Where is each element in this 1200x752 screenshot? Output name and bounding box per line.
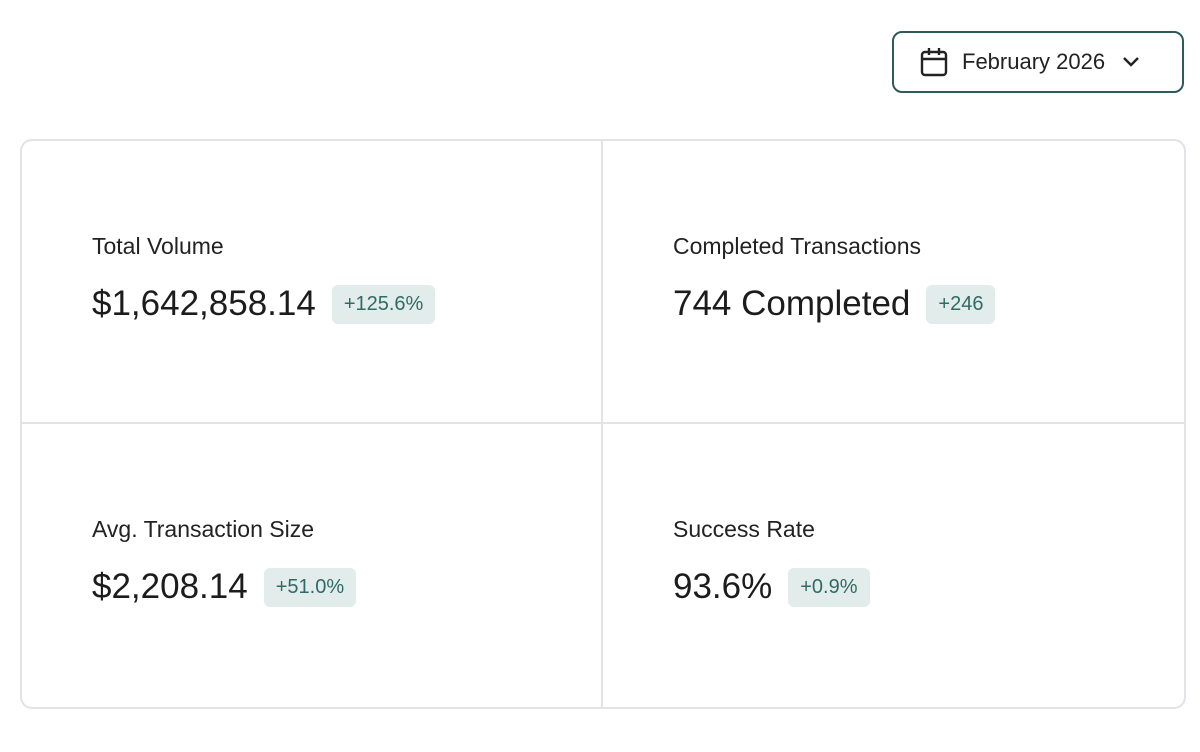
metric-label: Avg. Transaction Size [92, 516, 315, 542]
metric-card: Total Volume $1,642,858.14 +125.6% [22, 141, 603, 424]
metric-value: 93.6% [673, 567, 773, 606]
metric-label: Completed Transactions [673, 233, 922, 259]
change-badge: +125.6% [331, 284, 436, 324]
metric-value: $2,208.14 [92, 567, 248, 606]
metric-row: $1,642,858.14 +125.6% [92, 284, 601, 324]
calendar-icon [920, 48, 948, 77]
metric-row: $2,208.14 +51.0% [92, 567, 601, 607]
date-picker[interactable]: February 2026 [892, 31, 1184, 93]
change-badge: +0.9% [788, 567, 870, 607]
metric-card: Completed Transactions 744 Completed +246 [603, 141, 1184, 424]
change-badge: +51.0% [263, 567, 357, 607]
date-label: February 2026 [962, 49, 1106, 74]
metric-row: 93.6% +0.9% [673, 567, 1184, 607]
metric-label: Success Rate [673, 516, 815, 542]
metric-card: Success Rate 93.6% +0.9% [603, 424, 1184, 707]
chevron-icon [1123, 57, 1139, 67]
metric-card: Avg. Transaction Size $2,208.14 +51.0% [22, 424, 603, 707]
metric-value: 744 Completed [673, 284, 911, 323]
metric-row: 744 Completed +246 [673, 284, 1184, 324]
change-badge: +246 [926, 284, 996, 324]
metric-label: Total Volume [92, 233, 224, 259]
metric-value: $1,642,858.14 [92, 284, 316, 323]
metrics-grid: Total Volume $1,642,858.14 +125.6% Complete… [20, 139, 1186, 709]
